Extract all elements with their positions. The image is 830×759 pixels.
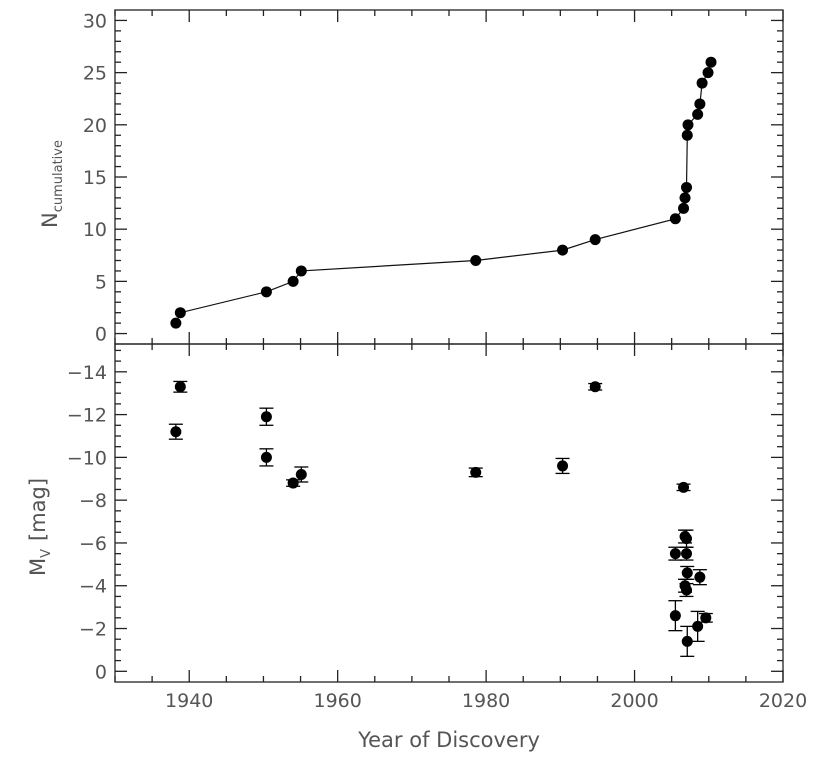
magnitude-point-group [259,448,274,467]
magnitude-point [681,584,693,596]
cumulative-y-tick-label: 20 [83,115,107,137]
magnitude-point-group [690,610,705,643]
magnitude-point [681,533,693,545]
magnitude-panel: 0−2−4−6−8−10−12−14 1940 1960 1980 2000 2020 … [26,343,807,752]
cumulative-panel: 0 5 10 15 20 25 30 Ncumulative [38,9,784,346]
magnitude-point [174,381,186,393]
x-tick-label: 1940 [165,690,213,712]
cumulative-point [557,244,569,256]
cumulative-y-tick-label: 25 [83,63,107,85]
cumulative-point [470,255,482,266]
magnitude-point-group [692,569,707,586]
magnitude-y-tick-label: −2 [79,619,107,641]
cumulative-panel-frame [114,9,784,345]
magnitude-y-tick-label: 0 [95,661,107,683]
magnitude-y-tick-label: −14 [67,362,107,384]
cumulative-y-tick-label: 10 [83,219,107,241]
cumulative-point [287,275,299,287]
magnitude-point-group [555,457,570,475]
magnitude-point [589,381,601,393]
cumulative-point [295,265,307,277]
cumulative-point [681,129,693,141]
magnitude-point [170,426,182,438]
cumulative-point [692,108,704,120]
magnitude-y-axis-title-unit: [mag] [26,478,50,541]
cumulative-point [681,181,693,193]
cumulative-point [174,307,186,319]
magnitude-point-group [680,625,695,657]
magnitude-panel-frame [114,343,784,683]
magnitude-point [700,612,712,624]
magnitude-point-group [294,466,309,483]
magnitude-point-group [259,407,274,426]
magnitude-y-ticks: 0 −2 −4 −6 −8 −10 −12 −14 [67,349,783,683]
magnitude-point [692,620,704,632]
cumulative-point [669,213,681,225]
magnitude-point-group [680,565,695,580]
cumulative-point [678,202,690,214]
cumulative-point [589,234,601,246]
magnitude-series [168,380,713,657]
x-axis-ticks: 1940 1960 1980 2000 2020 [114,344,807,712]
magnitude-point [681,548,693,560]
magnitude-y-tick-label: −8 [79,490,107,512]
magnitude-point [557,460,569,472]
magnitude-point [669,548,681,560]
cumulative-point [696,77,708,89]
magnitude-point [694,571,706,583]
cumulative-point [702,67,714,79]
magnitude-point-group [468,466,483,478]
cumulative-series [170,56,717,329]
x-tick-label: 1980 [462,690,510,712]
x-tick-label: 1960 [313,690,361,712]
magnitude-y-tick-label: −10 [67,447,107,469]
cumulative-y-tick-label: 0 [95,324,107,346]
magnitude-y-tick-label: −6 [79,533,107,555]
cumulative-point [705,56,717,68]
magnitude-point-group [668,600,683,632]
cumulative-point [682,119,694,131]
cumulative-y-tick-label: 5 [95,271,107,293]
magnitude-point-group [168,423,183,440]
cumulative-line [175,62,712,324]
magnitude-point-group [668,546,683,561]
cumulative-point [694,98,706,110]
cumulative-y-tick-label: 30 [83,10,107,32]
magnitude-point-group [173,380,188,393]
cumulative-y-axis-title-main: N [38,212,62,228]
magnitude-point [678,481,690,493]
x-tick-label: 2000 [610,690,658,712]
magnitude-y-axis-title: MV [mag] [26,478,54,576]
magnitude-point [260,411,272,423]
cumulative-point [170,317,182,329]
magnitude-y-tick-label: −4 [79,576,107,598]
magnitude-point [470,466,482,478]
magnitude-point-group [679,582,694,598]
magnitude-point [260,451,272,463]
magnitude-point [669,610,681,622]
magnitude-point-group [676,481,691,493]
cumulative-point [679,192,691,204]
cumulative-y-ticks: 0 5 10 15 20 25 30 [83,10,784,346]
cumulative-y-tick-label: 15 [83,167,107,189]
magnitude-point [681,567,693,579]
magnitude-point-group [679,546,694,561]
cumulative-y-axis-title: Ncumulative [38,140,66,228]
magnitude-point [681,635,693,647]
magnitude-point-group [698,612,713,624]
magnitude-y-tick-label: −12 [67,405,107,427]
magnitude-y-axis-title-main: M [26,558,50,576]
x-axis-title: Year of Discovery [357,728,540,752]
magnitude-y-axis-title-sub: V [39,549,54,558]
x-tick-label: 2020 [759,690,807,712]
magnitude-point-group [286,477,301,489]
magnitude-point [295,468,307,480]
cumulative-y-axis-title-sub: cumulative [51,140,66,212]
magnitude-point [287,477,299,489]
magnitude-point-group [588,381,603,393]
cumulative-point [260,286,272,298]
